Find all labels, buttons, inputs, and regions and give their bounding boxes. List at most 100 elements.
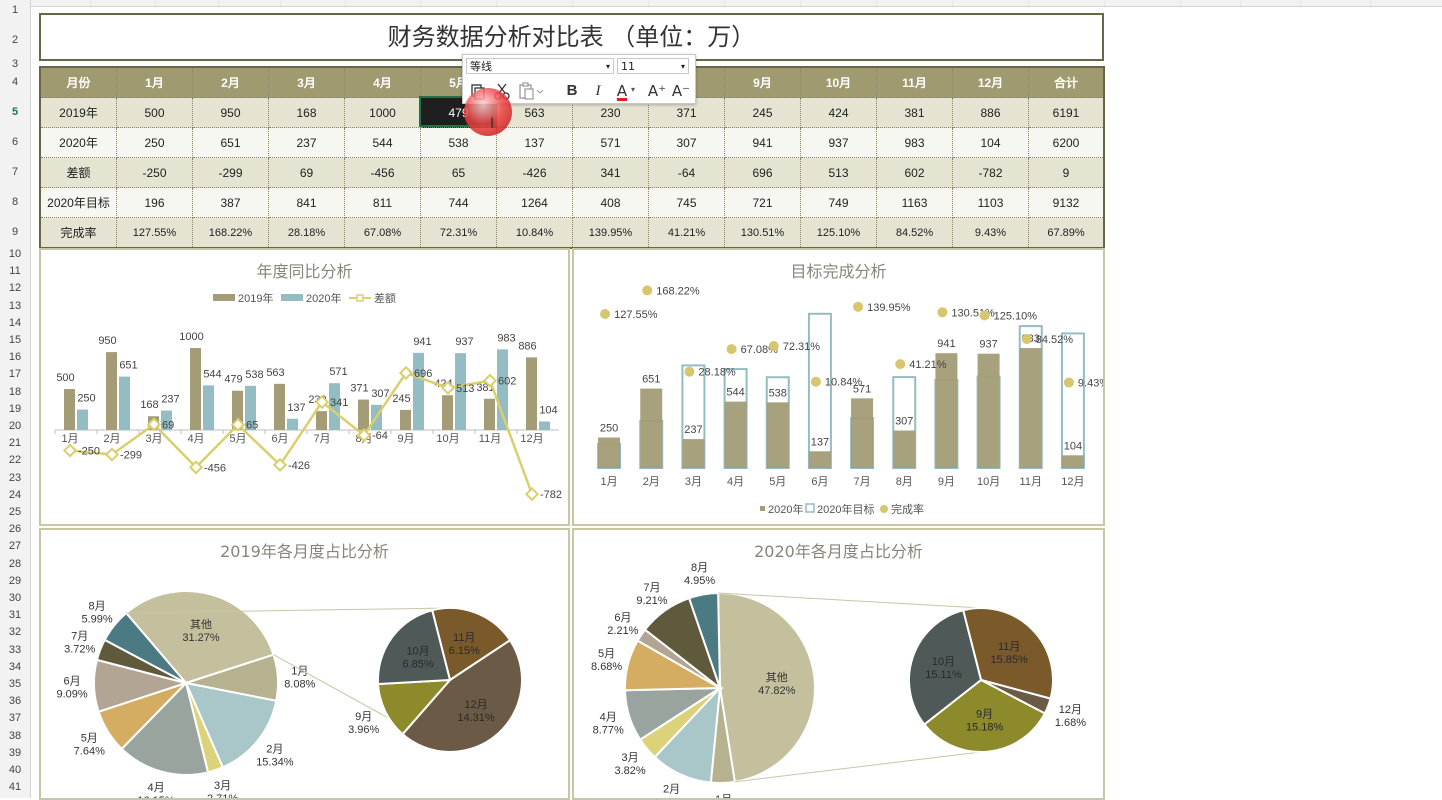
table-cell[interactable]: 841: [268, 187, 345, 218]
row-number[interactable]: 11: [9, 265, 21, 278]
row-number[interactable]: 12: [8, 282, 22, 295]
table-cell[interactable]: 721: [724, 187, 801, 218]
row-number[interactable]: 21: [8, 437, 22, 450]
table-cell[interactable]: -426: [496, 157, 573, 188]
row-number[interactable]: 41: [8, 781, 22, 794]
table-cell[interactable]: 69: [268, 157, 345, 188]
table-cell[interactable]: 983: [876, 127, 953, 158]
table-cell[interactable]: 84.52%: [876, 217, 953, 249]
font-color-button[interactable]: A: [616, 82, 628, 100]
row-label-cell[interactable]: 2020年: [39, 127, 117, 158]
table-cell[interactable]: 6191: [1028, 97, 1105, 128]
table-cell[interactable]: 9: [1028, 157, 1105, 188]
table-cell[interactable]: -299: [192, 157, 269, 188]
table-cell[interactable]: 602: [876, 157, 953, 188]
row-number[interactable]: 30: [8, 592, 22, 604]
row-number[interactable]: 38: [8, 729, 22, 742]
table-cell[interactable]: 9.43%: [952, 217, 1029, 249]
row-number[interactable]: 3: [11, 58, 19, 70]
row-number[interactable]: 22: [8, 454, 22, 467]
table-cell[interactable]: 130.51%: [724, 217, 801, 249]
row-number[interactable]: 31: [8, 609, 22, 622]
table-cell[interactable]: 544: [344, 127, 421, 158]
table-cell[interactable]: 941: [724, 127, 801, 158]
table-header-cell[interactable]: 4月: [344, 66, 421, 98]
table-header-cell[interactable]: 11月: [876, 66, 953, 98]
table-cell[interactable]: 139.95%: [572, 217, 649, 249]
table-header-cell[interactable]: 12月: [952, 66, 1029, 98]
row-number[interactable]: 24: [8, 488, 22, 501]
table-cell[interactable]: 408: [572, 187, 649, 218]
table-cell[interactable]: 168: [268, 97, 345, 128]
table-header-cell[interactable]: 月份: [39, 66, 117, 98]
table-cell[interactable]: 245: [724, 97, 801, 128]
row-number[interactable]: 29: [8, 574, 22, 587]
font-name-select[interactable]: 等线 ▾: [466, 58, 614, 74]
table-cell[interactable]: 67.08%: [344, 217, 421, 249]
table-cell[interactable]: 811: [344, 187, 421, 218]
table-cell[interactable]: 1163: [876, 187, 953, 218]
row-number[interactable]: 33: [8, 643, 22, 656]
table-cell[interactable]: 65: [420, 157, 497, 188]
table-cell[interactable]: 10.84%: [496, 217, 573, 249]
decrease-font-button[interactable]: A⁻: [671, 82, 691, 100]
table-cell[interactable]: 424: [800, 97, 877, 128]
row-number[interactable]: 20: [8, 420, 22, 432]
bold-button[interactable]: B: [566, 82, 578, 99]
table-cell[interactable]: 500: [116, 97, 193, 128]
increase-font-button[interactable]: A⁺: [647, 82, 667, 100]
row-number[interactable]: 10: [8, 248, 22, 260]
table-cell[interactable]: 745: [648, 187, 725, 218]
row-number[interactable]: 26: [8, 523, 22, 536]
table-cell[interactable]: 104: [952, 127, 1029, 158]
table-cell[interactable]: 381: [876, 97, 953, 128]
table-cell[interactable]: 125.10%: [800, 217, 877, 249]
chevron-down-icon[interactable]: ▾: [631, 85, 636, 94]
row-label-cell[interactable]: 2020年目标: [39, 187, 117, 218]
table-cell[interactable]: 696: [724, 157, 801, 188]
column-header-bar[interactable]: [30, 0, 1442, 7]
table-header-cell[interactable]: 3月: [268, 66, 345, 98]
row-number[interactable]: 28: [8, 557, 22, 570]
table-cell[interactable]: 41.21%: [648, 217, 725, 249]
table-cell[interactable]: -250: [116, 157, 193, 188]
table-cell[interactable]: 168.22%: [192, 217, 269, 249]
table-cell[interactable]: 28.18%: [268, 217, 345, 249]
table-cell[interactable]: 744: [420, 187, 497, 218]
row-number[interactable]: 16: [8, 351, 22, 364]
table-cell[interactable]: 651: [192, 127, 269, 158]
table-cell[interactable]: 307: [648, 127, 725, 158]
row-number[interactable]: 23: [8, 471, 22, 484]
table-cell[interactable]: 387: [192, 187, 269, 218]
table-cell[interactable]: 237: [268, 127, 345, 158]
row-number[interactable]: 9: [11, 226, 19, 238]
table-cell[interactable]: 950: [192, 97, 269, 128]
table-cell[interactable]: 1103: [952, 187, 1029, 218]
table-cell[interactable]: 196: [116, 187, 193, 218]
row-number[interactable]: 4: [11, 76, 19, 88]
row-number[interactable]: 18: [8, 385, 22, 398]
table-cell[interactable]: 1264: [496, 187, 573, 218]
row-number[interactable]: 15: [8, 334, 22, 346]
row-number[interactable]: 5: [11, 106, 19, 118]
table-cell[interactable]: 72.31%: [420, 217, 497, 249]
table-header-cell[interactable]: 10月: [800, 66, 877, 98]
row-label-cell[interactable]: 2019年: [39, 97, 117, 128]
table-cell[interactable]: 137: [496, 127, 573, 158]
row-number[interactable]: 27: [8, 540, 22, 553]
table-cell[interactable]: 250: [116, 127, 193, 158]
row-number[interactable]: 7: [11, 166, 19, 178]
paste-icon[interactable]: [517, 81, 545, 101]
row-number[interactable]: 8: [11, 196, 19, 208]
yoy-chart-panel[interactable]: 年度同比分析 2019年2020年差额1月2月3月4月5月6月7月8月9月10月…: [39, 248, 570, 526]
row-label-cell[interactable]: 差额: [39, 157, 117, 188]
sheet-title[interactable]: 财务数据分析对比表 （单位：万）: [39, 13, 1104, 61]
table-cell[interactable]: 571: [572, 127, 649, 158]
row-header-bar[interactable]: 1 2 3 4 5 6 7 8 9 10 11 12 13 14 15 16 17 18 19 20 21 22 23 24 2…: [0, 0, 31, 798]
table-cell[interactable]: -456: [344, 157, 421, 188]
target-chart-panel[interactable]: 目标完成分析 1月 2月 3月 4月 5月 6月 7月 8月 9月 10月 11月 12月 250 651…: [572, 248, 1105, 526]
row-number[interactable]: 19: [8, 402, 22, 415]
table-cell[interactable]: 67.89%: [1028, 217, 1105, 249]
table-cell[interactable]: 341: [572, 157, 649, 188]
